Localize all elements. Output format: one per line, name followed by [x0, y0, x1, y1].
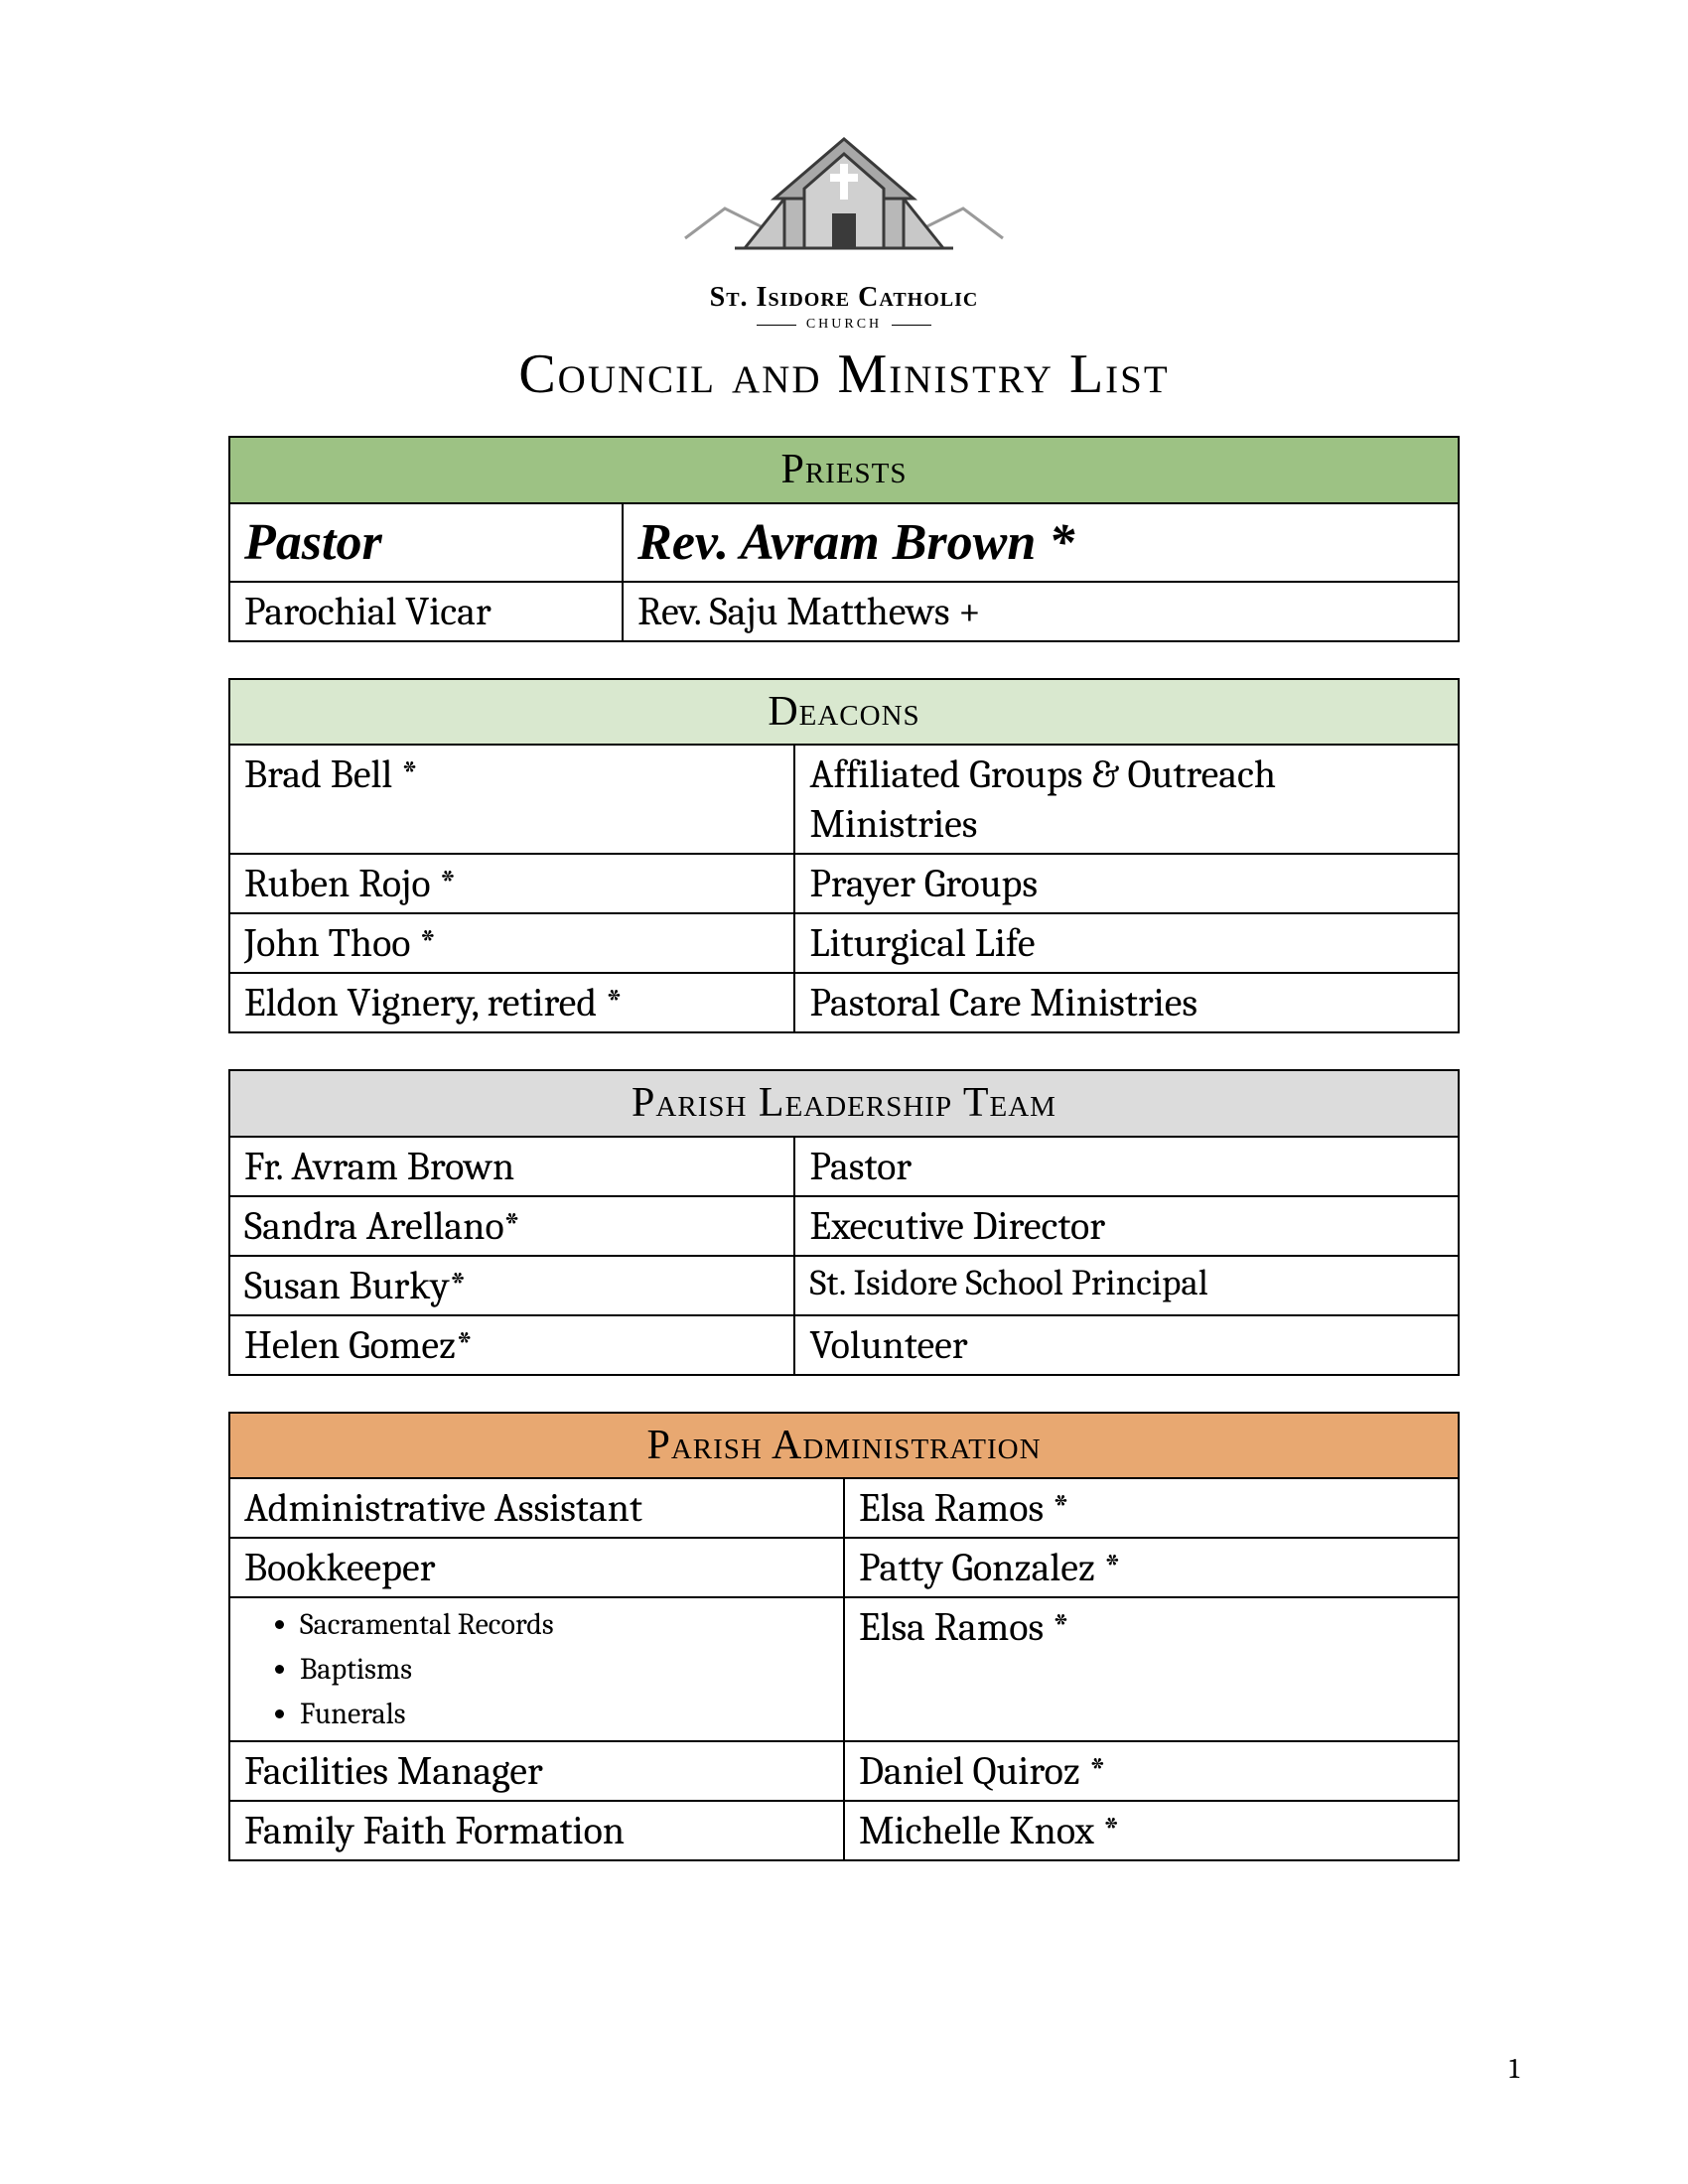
deacon-role: Prayer Groups: [794, 854, 1459, 913]
deacon-role: Liturgical Life: [794, 913, 1459, 973]
vicar-name: Rev. Saju Matthews +: [623, 582, 1459, 641]
admin-role: Administrative Assistant: [229, 1478, 844, 1538]
priests-table: Priests Pastor Rev. Avram Brown * Paroch…: [228, 436, 1460, 642]
table-row: Family Faith Formation Michelle Knox *: [229, 1801, 1459, 1860]
admin-name: Patty Gonzalez *: [844, 1538, 1459, 1597]
table-row: Sandra Arellano* Executive Director: [229, 1196, 1459, 1256]
leader-name: Susan Burky*: [229, 1256, 794, 1315]
page-number: 1: [1509, 2053, 1519, 2085]
deacon-role: Affiliated Groups & Outreach Ministries: [794, 745, 1459, 854]
list-item: Funerals: [300, 1692, 829, 1736]
deacon-role: Pastoral Care Ministries: [794, 973, 1459, 1032]
admin-role: Facilities Manager: [229, 1741, 844, 1801]
admin-role-bullets: Sacramental Records Baptisms Funerals: [229, 1597, 844, 1741]
admin-name: Elsa Ramos *: [844, 1478, 1459, 1538]
admin-name: Michelle Knox *: [844, 1801, 1459, 1860]
deacon-name: John Thoo *: [229, 913, 794, 973]
pastor-row: Pastor Rev. Avram Brown *: [229, 503, 1459, 582]
logo-sub-text: CHURCH: [806, 317, 882, 333]
church-logo-svg: [675, 119, 1013, 278]
table-row: Ruben Rojo * Prayer Groups: [229, 854, 1459, 913]
leader-role: Pastor: [794, 1137, 1459, 1196]
leader-name: Sandra Arellano*: [229, 1196, 794, 1256]
admin-name: Elsa Ramos *: [844, 1597, 1459, 1741]
deacons-header: Deacons: [229, 679, 1459, 746]
table-row: Brad Bell * Affiliated Groups & Outreach…: [229, 745, 1459, 854]
admin-bullet-list: Sacramental Records Baptisms Funerals: [244, 1602, 829, 1736]
admin-table: Parish Administration Administrative Ass…: [228, 1412, 1460, 1862]
pastor-name: Rev. Avram Brown *: [623, 503, 1459, 582]
deacon-name: Eldon Vignery, retired *: [229, 973, 794, 1032]
table-row: Susan Burky* St. Isidore School Principa…: [229, 1256, 1459, 1315]
leader-role: Volunteer: [794, 1315, 1459, 1375]
deacon-name: Ruben Rojo *: [229, 854, 794, 913]
table-row: Bookkeeper Patty Gonzalez *: [229, 1538, 1459, 1597]
leadership-header: Parish Leadership Team: [229, 1070, 1459, 1137]
vicar-row: Parochial Vicar Rev. Saju Matthews +: [229, 582, 1459, 641]
table-row: Administrative Assistant Elsa Ramos *: [229, 1478, 1459, 1538]
deacons-header-row: Deacons: [229, 679, 1459, 746]
leadership-header-row: Parish Leadership Team: [229, 1070, 1459, 1137]
table-row: Eldon Vignery, retired * Pastoral Care M…: [229, 973, 1459, 1032]
list-item: Sacramental Records: [300, 1602, 829, 1647]
leadership-table: Parish Leadership Team Fr. Avram Brown P…: [228, 1069, 1460, 1376]
admin-role: Family Faith Formation: [229, 1801, 844, 1860]
page: St. Isidore Catholic CHURCH Council and …: [0, 0, 1688, 2184]
page-title: Council and Ministry List: [228, 342, 1460, 406]
deacons-table: Deacons Brad Bell * Affiliated Groups & …: [228, 678, 1460, 1034]
church-logo: St. Isidore Catholic CHURCH: [228, 119, 1460, 333]
leader-name: Helen Gomez*: [229, 1315, 794, 1375]
admin-name: Daniel Quiroz *: [844, 1741, 1459, 1801]
pastor-title: Pastor: [229, 503, 623, 582]
table-row: Fr. Avram Brown Pastor: [229, 1137, 1459, 1196]
table-row: Sacramental Records Baptisms Funerals El…: [229, 1597, 1459, 1741]
table-row: Helen Gomez* Volunteer: [229, 1315, 1459, 1375]
priests-header: Priests: [229, 437, 1459, 503]
vicar-title: Parochial Vicar: [229, 582, 623, 641]
deacon-name: Brad Bell *: [229, 745, 794, 854]
table-row: John Thoo * Liturgical Life: [229, 913, 1459, 973]
logo-main-text: St. Isidore Catholic: [228, 282, 1460, 314]
leader-role: St. Isidore School Principal: [794, 1256, 1459, 1315]
admin-header-row: Parish Administration: [229, 1413, 1459, 1479]
leader-role: Executive Director: [794, 1196, 1459, 1256]
priests-header-row: Priests: [229, 437, 1459, 503]
admin-header: Parish Administration: [229, 1413, 1459, 1479]
list-item: Baptisms: [300, 1647, 829, 1692]
admin-role: Bookkeeper: [229, 1538, 844, 1597]
table-row: Facilities Manager Daniel Quiroz *: [229, 1741, 1459, 1801]
leader-name: Fr. Avram Brown: [229, 1137, 794, 1196]
